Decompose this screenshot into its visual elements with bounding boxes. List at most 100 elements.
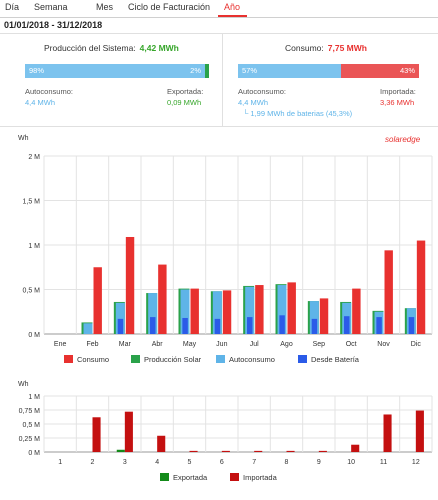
- consumption-import-segment: 43%: [341, 64, 419, 78]
- tab-dia[interactable]: Día: [5, 2, 20, 12]
- monthly-energy-chart: Wh 0 M 0,5 M 1 M 1,5 M 2 M Ene Feb Mar Abr May Ju…: [18, 135, 433, 364]
- bar-autoconsumo: [277, 285, 287, 334]
- x-tick-label: Dic: [411, 341, 422, 348]
- consumption-self-value: 4,4 MWh: [238, 98, 269, 107]
- legend-label: Exportada: [173, 473, 208, 482]
- bar-bateria: [214, 318, 221, 334]
- legend-swatch: [131, 355, 140, 363]
- chart2-legend: Exportada Importada: [160, 473, 278, 482]
- chart2-bars: [92, 410, 424, 452]
- y-tick-label: 0,5 M: [22, 422, 40, 429]
- x-tick-label: Mar: [119, 341, 132, 348]
- consumption-self-segment: 57%: [238, 64, 341, 78]
- bar-bateria: [344, 316, 350, 334]
- production-bar: 98% 2%: [25, 64, 209, 78]
- x-tick-label: 3: [123, 459, 127, 466]
- production-self-segment: 98%: [25, 64, 205, 78]
- chart1-xticks: Ene Feb Mar Abr May Jun Jul Ago Sep Oct Nov Dic: [54, 341, 421, 348]
- y-tick-label: 0 M: [28, 450, 40, 457]
- production-value: 4,42 MWh: [139, 43, 179, 53]
- bar-consumo: [384, 250, 393, 334]
- bar-importada: [189, 450, 198, 452]
- monthly-grid-chart: Wh 0 M0,25 M0,5 M0,75 M1 M 1 2 3 4 5 6 7 8 9 10 11…: [18, 381, 433, 482]
- x-tick-label: 12: [412, 459, 420, 466]
- bar-consumo: [125, 236, 135, 334]
- bar-consumo: [319, 298, 329, 334]
- bar-bateria: [117, 318, 124, 334]
- bar-autoconsumo: [245, 286, 255, 334]
- x-tick-label: 9: [317, 459, 321, 466]
- y-tick-label: 0,75 M: [19, 408, 41, 415]
- solaredge-logo: solaredge: [385, 135, 421, 144]
- bar-bateria: [279, 315, 285, 334]
- legend-label: Desde Batería: [311, 355, 360, 364]
- bar-importada: [157, 435, 166, 452]
- x-tick-label: 4: [155, 459, 159, 466]
- bar-importada: [415, 410, 424, 452]
- y-tick-label: 1 M: [28, 394, 40, 401]
- consumption-self-label: Autoconsumo:: [238, 87, 286, 96]
- x-tick-label: May: [183, 341, 197, 348]
- chart2-grid: [43, 395, 433, 453]
- x-tick-label: Nov: [377, 341, 390, 348]
- bar-bateria: [376, 317, 382, 334]
- bar-importada: [318, 450, 327, 452]
- y-tick-label: 1,5 M: [22, 199, 40, 206]
- x-tick-label: 2: [91, 459, 95, 466]
- legend-label: Producción Solar: [144, 355, 202, 364]
- bar-autoconsumo: [83, 323, 93, 334]
- bar-importada: [383, 414, 392, 452]
- x-tick-label: 5: [188, 459, 192, 466]
- bar-importada: [351, 444, 360, 452]
- summary-panels: Producción del Sistema: 4,42 MWh 98% 2% A…: [0, 33, 438, 127]
- bar-exportada: [116, 449, 125, 452]
- x-tick-label: Abr: [152, 341, 164, 348]
- consumption-title: Consumo: 7,75 MWh: [285, 43, 367, 53]
- bar-bateria: [408, 317, 415, 334]
- tab-ano[interactable]: Año: [224, 2, 241, 12]
- x-tick-label: 1: [58, 459, 62, 466]
- x-tick-label: Jun: [216, 341, 227, 348]
- production-export-pct: 2%: [190, 66, 201, 75]
- production-label: Producción del Sistema:: [44, 43, 136, 53]
- chart1-yticks: 0 M 0,5 M 1 M 1,5 M 2 M: [22, 154, 40, 339]
- bar-consumo: [158, 264, 167, 334]
- x-tick-label: Jul: [250, 341, 259, 348]
- chart1-ylabel: Wh: [18, 135, 29, 142]
- legend-swatch: [160, 473, 169, 481]
- x-tick-label: 7: [252, 459, 256, 466]
- tab-mes[interactable]: Mes: [96, 2, 114, 12]
- bar-autoconsumo: [180, 289, 190, 334]
- x-tick-label: 8: [285, 459, 289, 466]
- bar-autoconsumo: [212, 291, 222, 334]
- consumption-battery-value: └ 1,99 MWh de baterias (45,3%): [243, 109, 353, 118]
- tab-ciclo-facturacion[interactable]: Ciclo de Facturación: [128, 2, 211, 12]
- chart1-bars: [81, 236, 426, 334]
- bar-bateria: [182, 317, 188, 334]
- x-tick-label: 6: [220, 459, 224, 466]
- consumption-import-pct: 43%: [399, 66, 415, 75]
- consumption-import-value: 3,36 MWh: [380, 98, 415, 107]
- bar-consumo: [416, 240, 426, 334]
- production-self-value: 4,4 MWh: [25, 98, 56, 107]
- bar-autoconsumo: [148, 293, 158, 334]
- bar-importada: [254, 450, 263, 452]
- bar-bateria: [150, 317, 156, 334]
- legend-swatch: [64, 355, 73, 363]
- tab-semana[interactable]: Semana: [34, 2, 68, 12]
- production-self-pct: 98%: [29, 66, 45, 75]
- period-tabs: Día Semana Mes Ciclo de Facturación Año: [0, 0, 438, 18]
- x-tick-label: Sep: [313, 341, 326, 348]
- production-self-label: Autoconsumo:: [25, 87, 73, 96]
- legend-label: Consumo: [77, 355, 109, 364]
- bar-importada: [221, 450, 230, 452]
- production-title: Producción del Sistema: 4,42 MWh: [44, 43, 179, 53]
- bar-consumo: [287, 282, 296, 334]
- legend-swatch: [230, 473, 239, 481]
- y-tick-label: 0,25 M: [19, 436, 41, 443]
- x-tick-label: Ago: [280, 341, 293, 348]
- legend-label: Autoconsumo: [229, 355, 275, 364]
- bar-autoconsumo: [115, 302, 125, 334]
- chart2-ylabel: Wh: [18, 381, 29, 388]
- x-tick-label: Feb: [86, 341, 98, 348]
